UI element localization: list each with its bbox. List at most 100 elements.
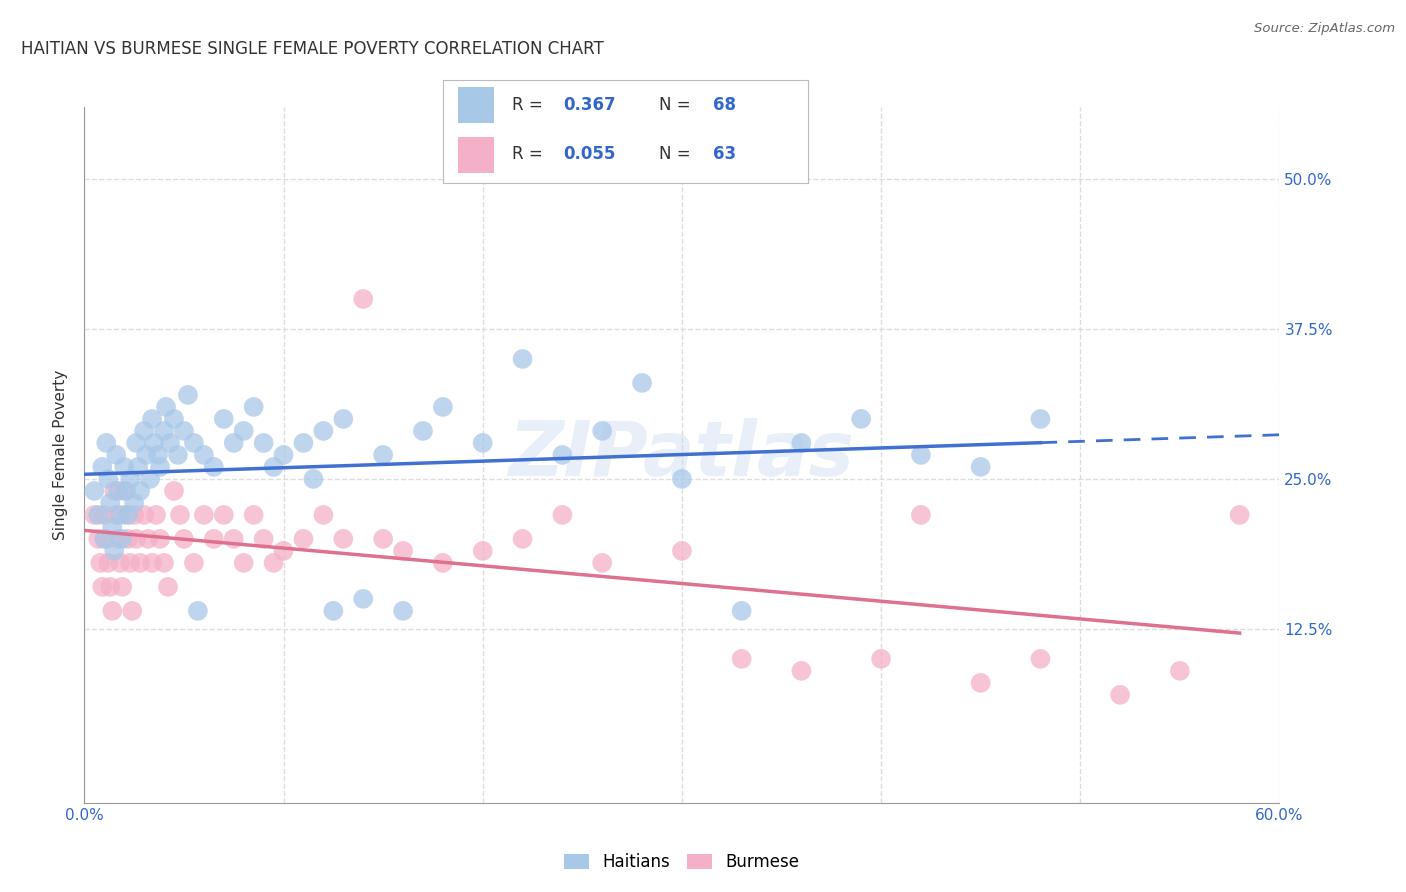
Point [145, 508, 167, 522]
Text: 68: 68 [713, 96, 737, 114]
Text: 0.367: 0.367 [564, 96, 616, 114]
Point [141, 412, 163, 426]
Point [110, 508, 132, 522]
Point [107, 532, 129, 546]
Point [253, 532, 276, 546]
Point [212, 412, 235, 426]
FancyBboxPatch shape [457, 87, 494, 123]
Point [105, 448, 128, 462]
Point [97, 556, 120, 570]
Point [790, 664, 813, 678]
Point [551, 448, 574, 462]
Point [870, 652, 893, 666]
Point [149, 459, 172, 474]
Point [101, 604, 124, 618]
Point [1029, 652, 1052, 666]
Point [132, 424, 156, 438]
Text: Source: ZipAtlas.com: Source: ZipAtlas.com [1254, 22, 1395, 36]
Point [222, 532, 245, 546]
Text: 63: 63 [713, 145, 737, 163]
Point [273, 544, 295, 558]
Point [412, 424, 434, 438]
Point [89, 556, 111, 570]
Point [183, 436, 205, 450]
Point [132, 508, 156, 522]
Point [110, 556, 132, 570]
Point [432, 400, 454, 414]
Point [149, 532, 172, 546]
Legend: Haitians, Burmese: Haitians, Burmese [558, 847, 806, 878]
Point [432, 556, 454, 570]
Point [193, 508, 215, 522]
Point [153, 424, 176, 438]
Point [910, 448, 932, 462]
Point [322, 604, 344, 618]
Point [139, 472, 162, 486]
Point [312, 508, 335, 522]
Point [155, 400, 177, 414]
Point [1168, 664, 1191, 678]
Point [87, 508, 110, 522]
Point [849, 412, 872, 426]
Point [352, 591, 374, 606]
Point [263, 459, 285, 474]
Point [83, 483, 105, 498]
Point [101, 520, 124, 534]
Point [98, 496, 121, 510]
Point [169, 508, 191, 522]
Point [392, 604, 415, 618]
Point [263, 556, 285, 570]
Point [332, 412, 354, 426]
Point [141, 556, 163, 570]
Point [98, 580, 121, 594]
Point [163, 412, 186, 426]
Point [910, 508, 932, 522]
Point [107, 483, 129, 498]
Point [157, 580, 180, 594]
Point [120, 556, 142, 570]
Point [129, 556, 152, 570]
Y-axis label: Single Female Poverty: Single Female Poverty [53, 370, 69, 540]
Point [242, 400, 264, 414]
Point [1109, 688, 1132, 702]
Point [111, 532, 134, 546]
Point [631, 376, 654, 390]
Point [222, 436, 245, 450]
Point [93, 532, 115, 546]
Point [202, 459, 225, 474]
Point [159, 436, 181, 450]
Point [153, 556, 176, 570]
Point [83, 508, 105, 522]
Point [512, 532, 534, 546]
Point [371, 532, 394, 546]
Point [115, 483, 138, 498]
Point [87, 532, 110, 546]
Point [125, 532, 148, 546]
Point [551, 508, 574, 522]
Point [392, 544, 415, 558]
Point [232, 424, 254, 438]
Point [471, 436, 494, 450]
Point [187, 604, 209, 618]
Point [143, 436, 166, 450]
Point [471, 544, 494, 558]
Point [970, 459, 993, 474]
Point [173, 424, 195, 438]
Point [183, 556, 205, 570]
Point [121, 604, 143, 618]
Text: N =: N = [658, 96, 696, 114]
Text: ZIPatlas: ZIPatlas [509, 418, 855, 491]
Point [790, 436, 813, 450]
Point [96, 532, 118, 546]
Point [970, 676, 993, 690]
Point [332, 532, 354, 546]
Point [97, 472, 120, 486]
Point [125, 436, 148, 450]
Point [103, 483, 125, 498]
Text: 0.055: 0.055 [564, 145, 616, 163]
Point [115, 508, 138, 522]
Point [202, 532, 225, 546]
Point [129, 483, 152, 498]
Point [117, 508, 139, 522]
Point [671, 544, 693, 558]
